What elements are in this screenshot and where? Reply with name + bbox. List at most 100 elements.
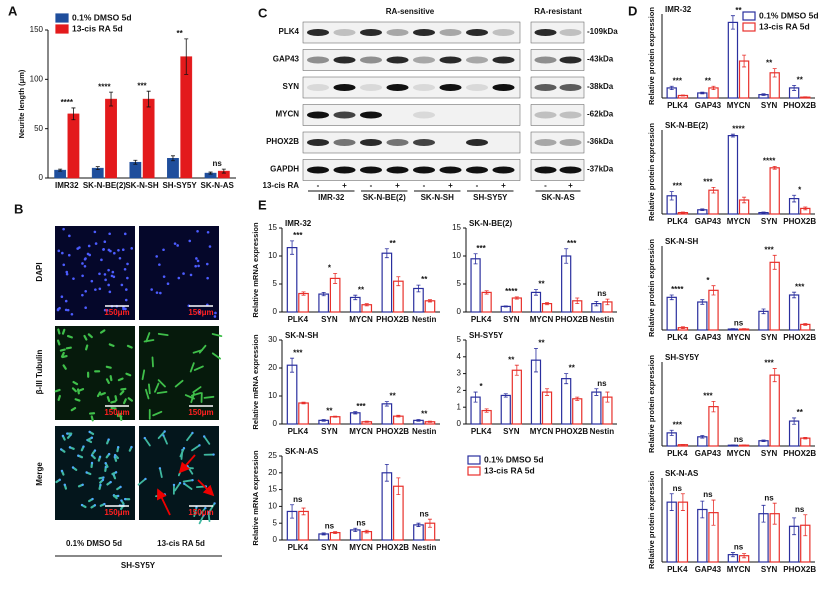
y-tick-label: 2 (457, 386, 462, 395)
blot-band (360, 139, 382, 146)
blot-band (307, 166, 329, 174)
error-bar (184, 38, 189, 75)
error-bar (396, 276, 401, 287)
error-bar (700, 435, 705, 439)
bar (561, 255, 572, 313)
blot-band (492, 29, 515, 36)
nucleus (66, 432, 69, 435)
bar-chart: A 0 50 100 150 Neurite length (μm) IMR32 **** SK… (8, 3, 236, 190)
nucleus (208, 245, 212, 248)
y-tick-label: 100 (30, 74, 44, 83)
error-bar (484, 408, 489, 413)
cell (120, 387, 127, 391)
bar (541, 391, 553, 425)
error-bar (742, 553, 747, 559)
significance-label: ** (421, 410, 428, 419)
error-bar (473, 391, 478, 403)
cell (60, 351, 65, 358)
significance-label: **** (505, 287, 518, 296)
nucleus (144, 477, 147, 481)
bar (424, 300, 436, 313)
cell (193, 365, 204, 371)
blot-row-label: GAPDH (270, 165, 299, 174)
bar (677, 501, 689, 563)
error-bar (730, 328, 735, 330)
error-bar (711, 400, 716, 413)
cell (125, 372, 132, 377)
cell (145, 388, 150, 400)
cell (90, 415, 94, 422)
nucleus (163, 493, 166, 496)
cell (191, 444, 201, 452)
nucleus (67, 253, 71, 257)
bar (298, 510, 309, 541)
scale-bar-label: 150μm (188, 508, 213, 517)
kda-label: -62kDa (587, 110, 614, 119)
cell (145, 332, 151, 343)
nucleus (98, 287, 102, 291)
blot-band (333, 139, 356, 146)
significance-label: *** (567, 239, 577, 248)
nucleus (130, 445, 133, 449)
nucleus (119, 485, 122, 489)
error-bar (353, 294, 358, 301)
x-tick-label: PHOX2B (783, 217, 816, 226)
nucleus (197, 264, 200, 268)
nucleus (98, 272, 101, 276)
kda-label: -43kDa (587, 55, 614, 64)
error-bar (730, 133, 735, 138)
significance-label: ** (538, 280, 545, 289)
y-tick-label: 20 (268, 468, 277, 477)
bar (167, 158, 179, 179)
error-bar (742, 444, 747, 446)
error-bar (605, 391, 610, 403)
cell (157, 332, 169, 336)
error-bar (680, 493, 685, 511)
y-tick-label: 0 (273, 535, 278, 544)
nucleus (116, 494, 120, 498)
error-bar (792, 85, 797, 91)
blot-band (333, 111, 356, 119)
y-tick-label: 50 (34, 124, 43, 133)
nucleus (120, 283, 124, 287)
nucleus (109, 480, 112, 484)
significance-label: ns (356, 518, 366, 527)
y-tick-label: 5 (273, 518, 278, 527)
nucleus (121, 248, 125, 251)
error-bar (321, 419, 326, 422)
bar (666, 501, 677, 563)
nucleus (83, 257, 87, 261)
cell-line-label: SK-N-AS (285, 447, 319, 456)
error-bar (384, 248, 389, 259)
nucleus (213, 315, 217, 318)
error-bar (761, 308, 766, 315)
error-bar (669, 191, 674, 201)
nucleus (94, 288, 97, 291)
cell (174, 379, 184, 388)
cell (198, 507, 207, 516)
error-bar (427, 518, 432, 528)
cell (211, 352, 221, 360)
nucleus (182, 447, 186, 450)
error-bar (594, 388, 599, 396)
nucleus (202, 435, 206, 438)
error-bar (290, 357, 295, 373)
legend-label: 13-cis RA 5d (759, 21, 810, 31)
cell (54, 388, 61, 393)
x-tick-label: PHOX2B (376, 427, 409, 436)
nucleus (104, 278, 107, 282)
cell (207, 511, 211, 523)
x-tick-label: PLK4 (667, 333, 688, 342)
nucleus (125, 288, 128, 291)
cell (76, 388, 80, 395)
significance-label: ** (766, 59, 773, 68)
x-tick-label: PLK4 (667, 449, 688, 458)
x-tick-label: Nestin (412, 427, 437, 436)
y-tick-label: 10 (268, 502, 277, 511)
significance-label: ** (797, 76, 804, 85)
x-tick-label: MYCN (727, 217, 751, 226)
row-label: β-III Tubulin (35, 350, 44, 395)
nucleus (159, 291, 162, 295)
sign: + (395, 181, 400, 190)
panel-b: B DAPI β-III Tubulin Merge 0.1% DMSO 5d … (14, 201, 223, 570)
